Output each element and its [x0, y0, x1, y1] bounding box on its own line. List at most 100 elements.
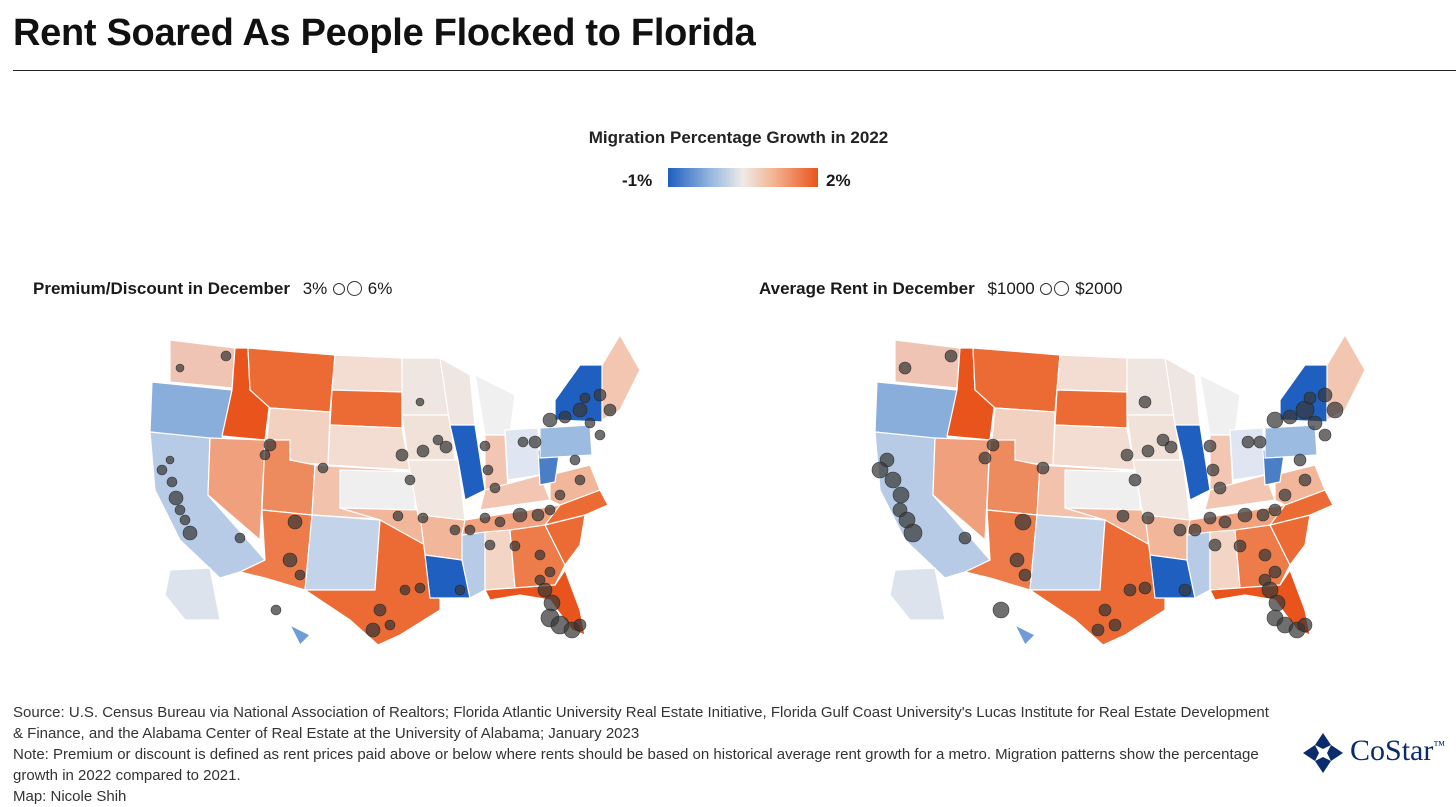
- metro-dot: [1317, 387, 1333, 403]
- costar-logo-text: CoStar™: [1350, 734, 1445, 768]
- state-illinois: [1174, 424, 1211, 501]
- metro-dot: [579, 392, 591, 404]
- metro-dot: [593, 388, 607, 402]
- metro-dot: [1256, 508, 1270, 522]
- metro-dot: [958, 531, 972, 545]
- metro-dot: [1278, 488, 1292, 502]
- legend-max-label: 2%: [826, 171, 851, 190]
- metro-dot: [294, 569, 306, 581]
- metro-dot: [1268, 503, 1282, 517]
- metro-dot: [417, 512, 429, 524]
- metro-dot: [1261, 581, 1279, 599]
- state-nebraska: [1052, 424, 1136, 471]
- metro-dot: [1282, 409, 1298, 425]
- metro-dot: [572, 402, 588, 418]
- metro-dot: [992, 601, 1010, 619]
- metro-dot: [1233, 539, 1247, 553]
- metro-dot: [543, 594, 561, 612]
- state-michigan: [474, 373, 516, 436]
- metro-dot: [415, 397, 425, 407]
- metro-dot: [544, 566, 556, 578]
- logo-wordmark: CoStar: [1350, 734, 1434, 767]
- metro-dot: [449, 524, 461, 536]
- metro-dot: [168, 490, 184, 506]
- metro-dot: [898, 361, 912, 375]
- metro-dot: [399, 584, 411, 596]
- metro-dot: [1253, 435, 1267, 449]
- metro-dot: [1203, 511, 1217, 525]
- metro-dot: [1014, 513, 1032, 531]
- state-oregon: [874, 381, 958, 441]
- metro-dot: [174, 504, 186, 516]
- metro-dot: [574, 474, 586, 486]
- size-small-circle-icon: [1040, 283, 1053, 295]
- metro-dot: [1141, 444, 1155, 458]
- metro-dot: [1208, 538, 1222, 552]
- trademark-symbol: ™: [1433, 738, 1446, 752]
- metro-dot: [594, 429, 606, 441]
- state-south-dakota: [329, 389, 403, 429]
- metro-dot: [1018, 568, 1032, 582]
- metro-dot: [259, 449, 271, 461]
- right-us-map: [871, 333, 1366, 647]
- metro-dot: [573, 618, 587, 632]
- right-map-metro-dots: [871, 349, 1344, 639]
- metro-dot: [416, 444, 430, 458]
- metro-dot: [220, 350, 232, 362]
- metro-dot: [392, 510, 404, 522]
- metro-dot: [1036, 461, 1050, 475]
- left-map-metro-dots: [156, 350, 617, 639]
- metro-dot: [1268, 594, 1286, 612]
- size-small-circle-icon: [333, 283, 346, 295]
- state-arkansas: [419, 514, 466, 561]
- state-alaska: [164, 567, 221, 621]
- metro-dot: [1138, 581, 1152, 595]
- metro-dot: [1297, 617, 1313, 633]
- metro-dot: [584, 417, 596, 429]
- state-north-dakota: [1056, 354, 1128, 393]
- metro-dot: [534, 549, 546, 561]
- metro-dot: [1123, 583, 1137, 597]
- metro-dot: [464, 524, 476, 536]
- metro-dot: [1206, 463, 1220, 477]
- legend-color-bar: [668, 168, 818, 187]
- metro-dot: [1218, 515, 1232, 529]
- metro-dot: [395, 448, 409, 462]
- right-size-max-label: $2000: [1075, 279, 1123, 298]
- metro-dot: [517, 436, 529, 448]
- metro-dot: [1164, 440, 1178, 454]
- metro-dot: [1241, 435, 1255, 449]
- left-us-map: [149, 333, 641, 647]
- state-north-dakota: [331, 354, 403, 393]
- metro-dot: [531, 508, 545, 522]
- metro-dot: [179, 514, 191, 526]
- metro-dot: [1116, 509, 1130, 523]
- metro-dot: [558, 410, 572, 424]
- metro-dot: [156, 464, 168, 476]
- metro-dot: [1266, 411, 1284, 429]
- metro-dot: [373, 603, 387, 617]
- metro-dot: [404, 474, 416, 486]
- metro-dot: [892, 486, 910, 504]
- metro-dot: [884, 471, 902, 489]
- state-alaska: [889, 567, 946, 621]
- metro-dot: [263, 438, 277, 452]
- legend-title: Migration Percentage Growth in 2022: [588, 128, 889, 147]
- right-map-title-text: Average Rent in December: [759, 279, 975, 298]
- state-pennsylvania: [539, 424, 593, 459]
- state-hawaii: [288, 623, 312, 647]
- metro-dot: [1009, 552, 1025, 568]
- metro-dot: [1268, 565, 1282, 579]
- metro-dot: [978, 451, 992, 465]
- metro-dot: [1188, 523, 1202, 537]
- state-new-mexico: [1029, 514, 1106, 591]
- left-map-title: Premium/Discount in December 3% 6%: [33, 279, 392, 299]
- metro-dot: [494, 516, 506, 528]
- state-nevada: [932, 437, 991, 542]
- metro-dot: [509, 540, 521, 552]
- page-title: Rent Soared As People Flocked to Florida: [13, 12, 756, 54]
- metro-dot: [165, 455, 175, 465]
- metro-dot: [1120, 448, 1134, 462]
- state-michigan: [1199, 373, 1241, 436]
- metro-dot: [479, 512, 491, 524]
